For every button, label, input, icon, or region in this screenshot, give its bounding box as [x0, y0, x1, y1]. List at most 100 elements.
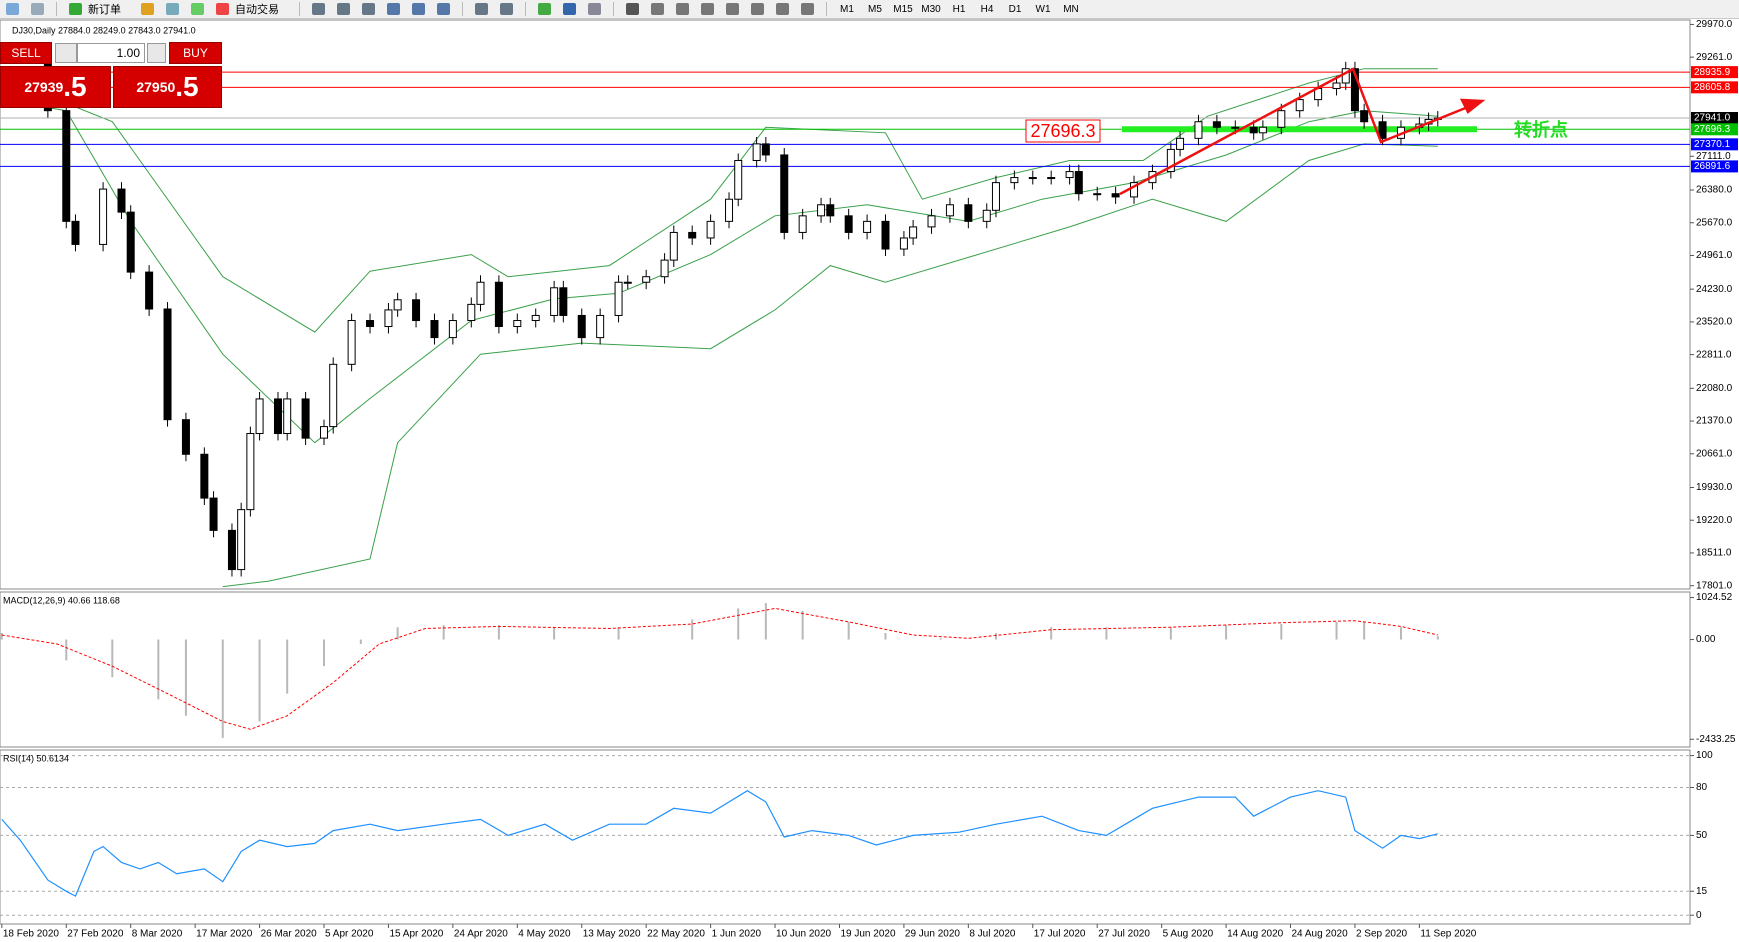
timeframe-button[interactable]: M30: [921, 4, 941, 15]
icon[interactable]: [31, 3, 44, 15]
icon[interactable]: [362, 3, 375, 15]
new-order-icon[interactable]: [69, 3, 82, 15]
candle-body: [1212, 121, 1221, 128]
level-label-bg: [1691, 138, 1738, 151]
auto-trading-button[interactable]: 自动交易: [235, 4, 279, 16]
icon[interactable]: [475, 3, 488, 15]
auto-trading-icon[interactable]: [216, 3, 229, 15]
icon[interactable]: [676, 3, 689, 15]
y-tick-label: 29970.0: [1696, 19, 1733, 30]
x-tick-label: 2 Sep 2020: [1356, 929, 1408, 940]
candle-body: [412, 299, 421, 322]
candle-body: [752, 143, 761, 161]
icon[interactable]: [651, 3, 664, 15]
volume-input[interactable]: 1.00: [77, 43, 145, 63]
candle-body: [623, 281, 632, 284]
level-label: 27696.3: [1694, 124, 1731, 135]
y-tick-label: 27111.0: [1696, 151, 1731, 162]
buy-button[interactable]: BUY: [169, 42, 222, 64]
sell-button[interactable]: SELL: [0, 42, 52, 64]
icon[interactable]: [437, 3, 450, 15]
candle-body: [384, 309, 393, 328]
separator: [613, 2, 614, 16]
x-tick-label: 24 Apr 2020: [454, 929, 508, 940]
icon[interactable]: [538, 3, 551, 15]
candle-body: [1130, 182, 1139, 198]
timeframe-button[interactable]: MN: [1063, 4, 1079, 15]
x-tick-label: 1 Jun 2020: [712, 929, 762, 940]
candle-body: [329, 363, 338, 428]
icon[interactable]: [701, 3, 714, 15]
x-tick-label: 13 May 2020: [583, 929, 641, 940]
candle-body: [817, 204, 826, 217]
icon[interactable]: [191, 3, 204, 15]
icon[interactable]: [141, 3, 154, 15]
level-label: 28605.8: [1694, 82, 1731, 93]
candle-body: [1350, 68, 1359, 112]
y-tick-label: 23520.0: [1696, 317, 1733, 328]
icon[interactable]: [412, 3, 425, 15]
rsi-panel: [0, 749, 1691, 925]
candle-body: [531, 314, 540, 322]
volume-up[interactable]: [147, 43, 166, 63]
candle-body: [273, 398, 282, 435]
icon[interactable]: [801, 3, 814, 15]
sell-price[interactable]: 27939.5: [0, 66, 111, 108]
candle-body: [761, 143, 770, 156]
icon[interactable]: [563, 3, 576, 15]
timeframe-button[interactable]: D1: [1008, 4, 1022, 15]
y-tick-label: 25670.0: [1696, 217, 1733, 228]
candle-body: [577, 314, 586, 339]
timeframe-button[interactable]: M15: [893, 4, 913, 15]
timeframe-button[interactable]: M1: [840, 4, 854, 15]
volume-down[interactable]: [55, 43, 77, 63]
timeframe-button[interactable]: W1: [1035, 4, 1051, 15]
candle-body: [927, 215, 936, 228]
icon[interactable]: [776, 3, 789, 15]
candle-body: [237, 509, 246, 571]
x-tick-label: 10 Jun 2020: [776, 929, 831, 940]
candle-body: [706, 220, 715, 239]
x-tick-label: 27 Jul 2020: [1098, 929, 1150, 940]
icon[interactable]: [751, 3, 764, 15]
candle-body: [669, 231, 678, 261]
candle-body: [494, 281, 503, 328]
candle-body: [1249, 126, 1258, 134]
bollinger-lower: [222, 143, 1438, 588]
buy-price[interactable]: 27950.5: [113, 66, 222, 108]
icon[interactable]: [166, 3, 179, 15]
icon[interactable]: [726, 3, 739, 15]
candle-body: [1111, 193, 1120, 198]
candle-body: [393, 299, 402, 311]
timeframe-button[interactable]: M5: [868, 4, 882, 15]
icon[interactable]: [6, 3, 19, 15]
icon[interactable]: [387, 3, 400, 15]
annotation-price: 27696.3: [1030, 121, 1095, 141]
candle-body: [467, 303, 476, 322]
icon[interactable]: [337, 3, 350, 15]
candle-body: [1047, 177, 1056, 180]
icon[interactable]: [626, 3, 639, 15]
candle-body: [246, 433, 255, 511]
y-tick-label: 1024.52: [1696, 592, 1733, 603]
timeframe-button[interactable]: H1: [952, 4, 966, 15]
chart-title: DJ30,Daily 27884.0 28249.0 27843.0 27941…: [12, 25, 196, 35]
icon[interactable]: [500, 3, 513, 15]
y-tick-label: 22811.0: [1696, 349, 1732, 360]
x-tick-label: 8 Mar 2020: [132, 929, 183, 940]
icon[interactable]: [588, 3, 601, 15]
candle-body: [476, 281, 485, 305]
candle-body: [145, 271, 154, 310]
candle-body: [1295, 99, 1304, 112]
level-label-bg: [1691, 81, 1738, 94]
candle-body: [301, 398, 310, 439]
candle-body: [1010, 177, 1019, 184]
annotation-text: 转折点: [1514, 119, 1568, 140]
macd-panel: [0, 591, 1691, 748]
trade-panel: SELL 1.00 BUY 27939.5 27950.5: [0, 42, 222, 108]
timeframe-button[interactable]: H4: [980, 4, 994, 15]
icon[interactable]: [312, 3, 325, 15]
x-tick-label: 24 Aug 2020: [1292, 929, 1349, 940]
new-order-button[interactable]: 新订单: [88, 4, 121, 16]
candle-body: [448, 320, 457, 339]
